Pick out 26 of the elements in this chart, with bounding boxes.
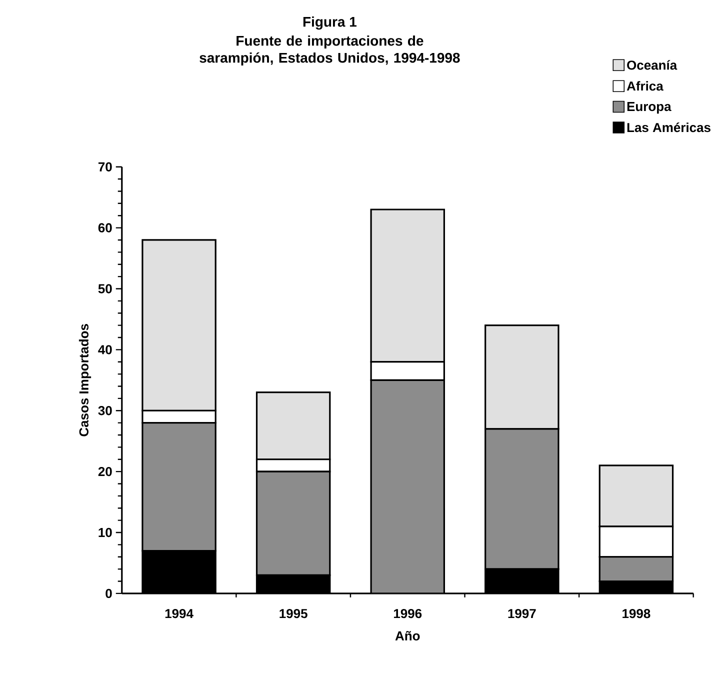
legend-label: Oceanía <box>627 60 678 70</box>
chart-subtitle: Fuente de importaciones de sarampión, Estados Unidos, 1994-1998 <box>200 35 460 66</box>
x-axis-title: Año <box>395 630 420 640</box>
bar <box>142 422 216 552</box>
chart-title: Figura 1 <box>303 16 357 30</box>
x-tick-label: 1994 <box>165 608 194 618</box>
bar <box>484 428 560 570</box>
legend-label: Europa <box>627 102 672 114</box>
bar <box>256 470 331 576</box>
legend-label: Africa <box>626 80 664 91</box>
y-tick-label: 50 <box>98 284 112 294</box>
bar <box>371 380 444 594</box>
y-tick-label: 40 <box>98 344 112 354</box>
y-tick-label: 60 <box>98 223 112 232</box>
y-tick-label: 0 <box>106 588 112 598</box>
y-tick-label: 20 <box>98 466 112 476</box>
x-tick-label: 1996 <box>394 608 422 618</box>
legend-label: Las Américas <box>627 122 710 132</box>
y-axis-title: Casos Importados <box>78 324 92 436</box>
y-tick-label: 30 <box>98 406 112 416</box>
bar <box>598 556 674 582</box>
y-tick-label: 70 <box>98 162 112 172</box>
x-tick-label: 1997 <box>508 608 536 618</box>
y-tick-label: 10 <box>98 528 112 537</box>
x-tick-label: 1998 <box>622 608 650 618</box>
x-tick-label: 1995 <box>280 608 308 618</box>
